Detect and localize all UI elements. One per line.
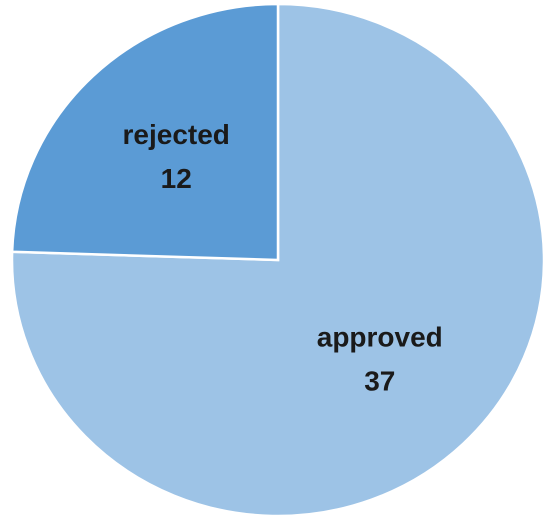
- slice-label: approved: [317, 322, 443, 353]
- pie-slice: [10, 2, 280, 262]
- slice-label: rejected: [123, 119, 230, 150]
- slice-value: 37: [364, 366, 395, 397]
- slice-value: 12: [161, 163, 192, 194]
